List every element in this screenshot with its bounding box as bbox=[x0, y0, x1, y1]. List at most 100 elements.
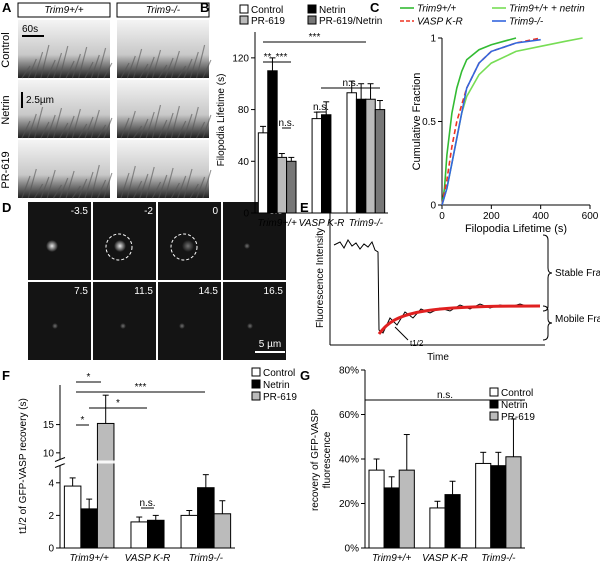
streak bbox=[158, 174, 168, 199]
x-tick-label: Trim9-/- bbox=[481, 553, 516, 564]
significance-label: n.s. bbox=[437, 390, 453, 401]
frame bbox=[28, 282, 91, 360]
panel-label: D bbox=[2, 200, 11, 215]
streak bbox=[164, 112, 174, 139]
streak bbox=[170, 105, 180, 139]
y-tick-label: 0.5 bbox=[422, 117, 436, 128]
streak bbox=[65, 170, 75, 199]
y-tick-label: 80% bbox=[339, 366, 359, 377]
streak bbox=[46, 169, 56, 199]
y-tick-label: 60% bbox=[339, 410, 359, 421]
streak bbox=[133, 48, 143, 79]
y-tick-label: 0 bbox=[48, 544, 54, 555]
streak bbox=[103, 117, 113, 139]
axis-label: Time bbox=[427, 352, 449, 363]
streak bbox=[202, 169, 212, 199]
frame bbox=[93, 282, 156, 360]
legend-label: VASP K-R bbox=[417, 17, 463, 28]
bar bbox=[311, 118, 322, 214]
x-tick-label: VASP K-R bbox=[125, 553, 171, 564]
bar bbox=[276, 156, 288, 214]
streak bbox=[151, 49, 162, 79]
legend-label: Netrin bbox=[263, 380, 290, 391]
trace bbox=[333, 239, 539, 334]
bar bbox=[213, 513, 232, 549]
y-tick-label: 40% bbox=[339, 455, 359, 466]
streak bbox=[103, 172, 113, 199]
x-tick-label: Trim9+/+ bbox=[372, 553, 411, 564]
bleach-roi bbox=[170, 233, 198, 261]
streak bbox=[183, 58, 193, 79]
bar bbox=[147, 519, 165, 549]
streak bbox=[170, 182, 180, 199]
significance-label: *** bbox=[276, 52, 288, 63]
streak bbox=[151, 181, 162, 199]
bar bbox=[475, 462, 492, 549]
bar bbox=[286, 160, 297, 214]
bar bbox=[444, 494, 461, 549]
streak bbox=[183, 113, 193, 139]
streak bbox=[34, 51, 44, 79]
streak bbox=[27, 168, 37, 199]
bar bbox=[80, 508, 98, 549]
streak bbox=[84, 61, 94, 79]
time-label: 16.5 bbox=[264, 286, 284, 297]
bar bbox=[368, 469, 385, 549]
bar bbox=[429, 507, 446, 549]
streak bbox=[52, 184, 63, 199]
significance-label: * bbox=[87, 372, 91, 383]
column-label: Trim9-/- bbox=[146, 5, 181, 16]
scale-label: 5 µm bbox=[259, 339, 281, 350]
streak bbox=[46, 114, 56, 139]
bar bbox=[490, 465, 507, 549]
x-tick-label: 200 bbox=[483, 211, 500, 222]
fit-curve bbox=[377, 304, 541, 335]
significance-label: n.s. bbox=[313, 102, 329, 113]
significance-label: n.s. bbox=[139, 498, 155, 509]
streak bbox=[84, 171, 94, 199]
streak bbox=[103, 62, 113, 79]
bar bbox=[346, 92, 357, 214]
y-tick-label: 1 bbox=[430, 34, 436, 45]
x-tick-label: Trim9+/+ bbox=[70, 553, 109, 564]
row-label: Control bbox=[0, 32, 12, 67]
streak bbox=[177, 120, 187, 139]
kymograph bbox=[18, 140, 110, 198]
streak bbox=[183, 168, 193, 199]
bar bbox=[505, 456, 522, 549]
streak bbox=[65, 60, 75, 79]
streak bbox=[21, 120, 31, 139]
legend-swatch bbox=[489, 387, 499, 397]
streak bbox=[196, 44, 206, 79]
bar bbox=[374, 109, 386, 214]
row-label: Netrin bbox=[0, 95, 12, 124]
streak bbox=[158, 119, 168, 139]
y-tick-label: 0 bbox=[430, 201, 436, 212]
label: t1/2 bbox=[410, 339, 424, 348]
legend-swatch bbox=[251, 379, 261, 389]
streak bbox=[84, 116, 94, 139]
spot bbox=[247, 323, 253, 329]
streak bbox=[52, 52, 63, 79]
legend-label: Trim9-/- bbox=[509, 17, 544, 28]
streak bbox=[177, 65, 187, 79]
streak bbox=[120, 62, 130, 79]
significance-label: *** bbox=[309, 32, 321, 43]
streak bbox=[40, 121, 50, 139]
legend-label: PR-619 bbox=[501, 412, 535, 423]
legend-swatch bbox=[251, 367, 261, 377]
y-axis-label: fluorescence bbox=[322, 431, 333, 488]
bar bbox=[398, 469, 415, 549]
panel-a: Trim9+/+ Trim9-/- Control Netrin PR-619 60s 2.… bbox=[0, 2, 212, 199]
streak bbox=[59, 45, 69, 79]
legend-label: PR-619 bbox=[251, 16, 285, 27]
legend-label: Control bbox=[501, 388, 533, 399]
x-tick-label: 400 bbox=[532, 211, 549, 222]
legend-label: Trim9+/+ + netrin bbox=[509, 4, 585, 15]
time-label: 14.5 bbox=[199, 286, 219, 297]
streak bbox=[126, 165, 136, 199]
streak bbox=[189, 51, 199, 79]
streak bbox=[90, 164, 100, 199]
streak bbox=[21, 65, 31, 79]
streak bbox=[34, 183, 44, 199]
